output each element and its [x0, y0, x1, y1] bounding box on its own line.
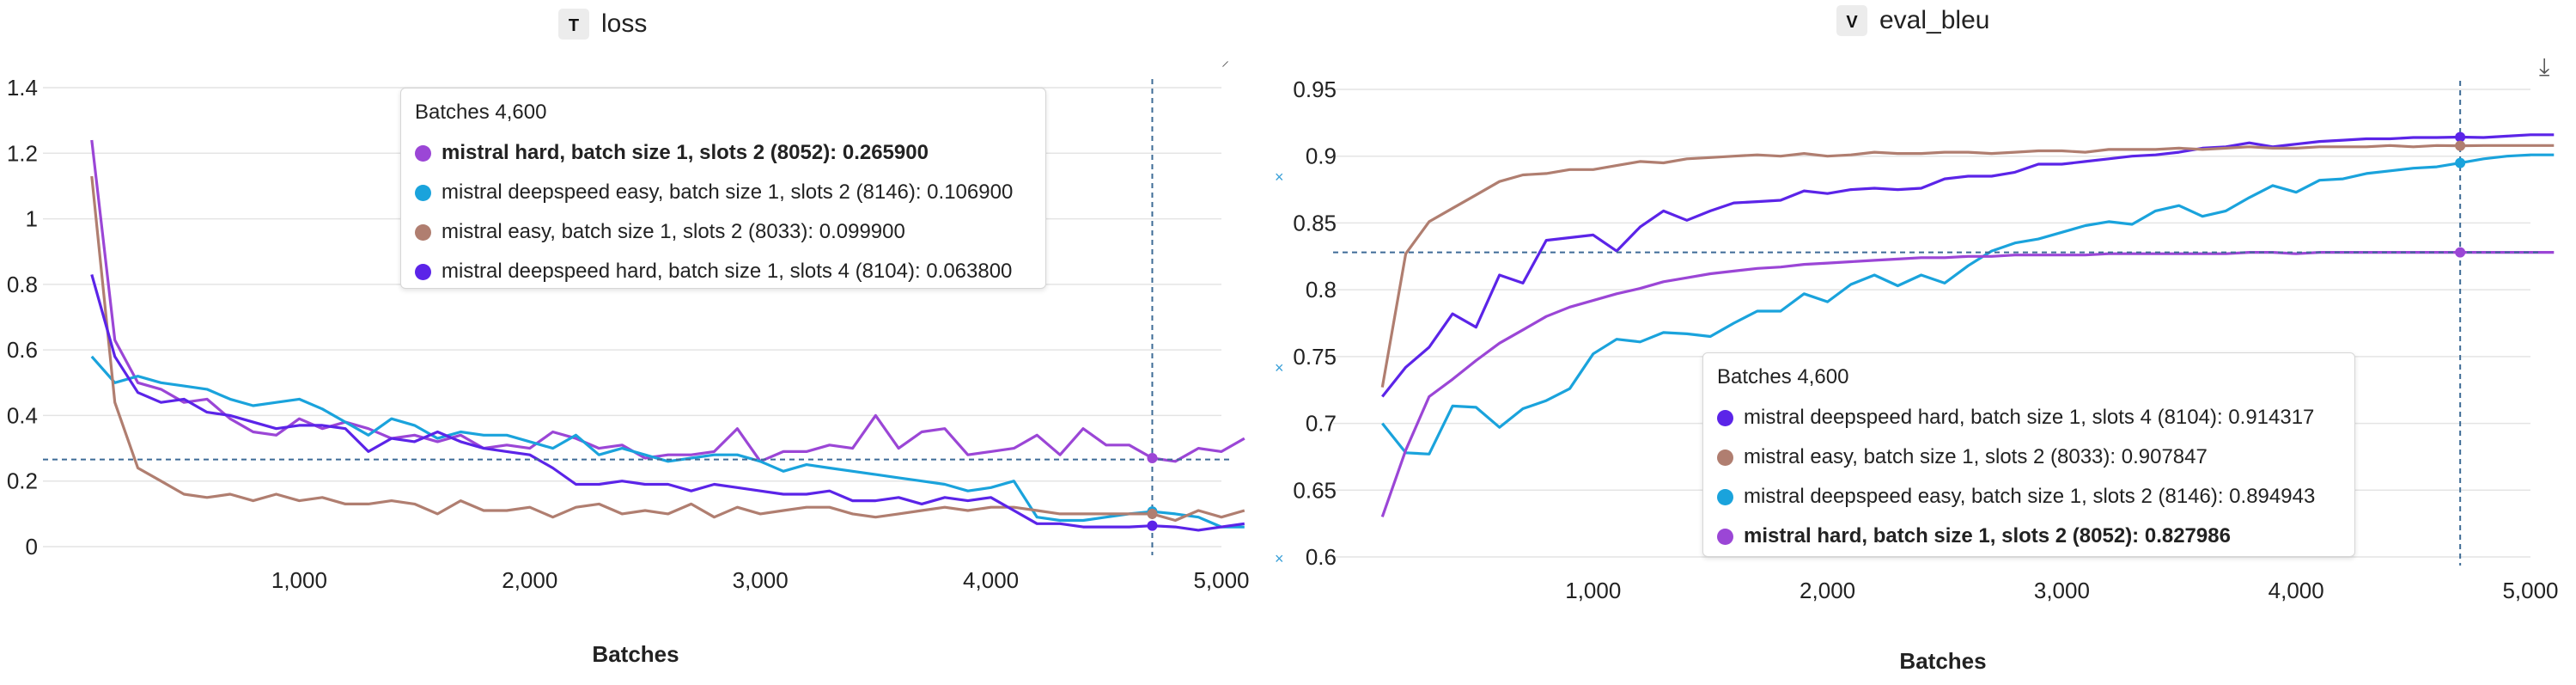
eval-bleu-hover-point	[2455, 140, 2466, 151]
loss-y-tick-label: 0.6	[7, 337, 38, 363]
eval-bleu-x-axis-label: Batches	[1899, 648, 1986, 674]
eval-bleu-y-tick-label: 0.95	[1293, 76, 1337, 102]
loss-hover-point	[1147, 520, 1158, 531]
download-icon[interactable]: ⤓	[2539, 53, 2550, 80]
loss-y-tick-label: 1.2	[7, 140, 38, 166]
eval-bleu-x-tick-label: 3,000	[2034, 578, 2090, 603]
eval-bleu-tooltip-row: mistral easy, batch size 1, slots 2 (803…	[1717, 437, 2341, 477]
eval-bleu-tooltip-row: mistral deepspeed easy, batch size 1, sl…	[1717, 477, 2341, 517]
loss-series-line	[90, 175, 1245, 523]
eval-bleu-tooltip-row: mistral deepspeed hard, batch size 1, sl…	[1717, 398, 2341, 437]
loss-tooltip: Batches 4,600 mistral hard, batch size 1…	[400, 88, 1046, 289]
eval-bleu-tooltip-row-text: mistral deepspeed hard, batch size 1, sl…	[1744, 406, 2315, 429]
eval-bleu-y-tick-label: 0.9	[1306, 144, 1337, 169]
loss-hover-point	[1147, 453, 1158, 464]
eval-bleu-x-tick-label: 2,000	[1800, 578, 1855, 603]
marker-x-icon: ×	[1275, 550, 1284, 567]
loss-y-tick-label: 0.2	[7, 468, 38, 494]
loss-y-tick-label: 1.4	[7, 75, 38, 101]
eval-bleu-y-tick-label: 0.65	[1293, 477, 1337, 503]
loss-tooltip-row-text: mistral easy, batch size 1, slots 2 (803…	[442, 220, 905, 243]
eval-bleu-hover-point	[2455, 131, 2466, 143]
loss-x-tick-label: 1,000	[271, 567, 327, 593]
loss-series-line	[90, 139, 1245, 463]
loss-title-badge-text: T	[569, 16, 579, 35]
eval-bleu-tooltip-row: mistral hard, batch size 1, slots 2 (805…	[1717, 517, 2341, 556]
eval-bleu-y-tick-label: 0.7	[1306, 411, 1337, 437]
series-color-dot	[1717, 449, 1733, 466]
eval-bleu-series-line	[1381, 133, 2555, 398]
loss-tooltip-row: mistral hard, batch size 1, slots 2 (805…	[415, 133, 1032, 173]
eval-bleu-y-tick-label: 0.6	[1306, 544, 1337, 570]
eval-bleu-x-tick-label: 4,000	[2268, 578, 2324, 603]
series-color-dot	[415, 184, 431, 201]
loss-tooltip-header: Batches 4,600	[415, 101, 547, 124]
eval-bleu-y-tick-label: 0.8	[1306, 277, 1337, 303]
loss-chart-title: loss	[601, 9, 647, 38]
loss-title-badge	[558, 9, 589, 40]
eval-bleu-chart-title: eval_bleu	[1879, 6, 1989, 34]
loss-tooltip-row: mistral deepspeed hard, batch size 1, sl…	[415, 252, 1032, 291]
series-color-dot	[1717, 488, 1733, 505]
loss-tooltip-row-text: mistral deepspeed hard, batch size 1, sl…	[442, 260, 1013, 283]
eval-bleu-tooltip-header: Batches 4,600	[1717, 365, 1849, 388]
eval-bleu-hover-point	[2455, 157, 2466, 168]
loss-tooltip-row: mistral easy, batch size 1, slots 2 (803…	[415, 212, 1032, 252]
loss-series-line	[90, 355, 1245, 529]
loss-y-tick-label: 0.8	[7, 272, 38, 297]
loss-tooltip-row-text: mistral deepspeed easy, batch size 1, sl…	[442, 180, 1014, 204]
eval-bleu-series-line	[1380, 144, 2555, 388]
series-color-dot	[1717, 528, 1733, 545]
eval-bleu-x-tick-label: 1,000	[1565, 578, 1621, 603]
eval-bleu-series-line	[1381, 153, 2555, 456]
loss-x-tick-label: 5,000	[1193, 567, 1249, 593]
eval-bleu-x-tick-label: 5,000	[2502, 578, 2558, 603]
loss-x-tick-label: 4,000	[963, 567, 1019, 593]
expand-icon[interactable]: ⸍	[1221, 58, 1229, 76]
loss-y-tick-label: 0	[26, 534, 38, 560]
loss-series-line	[90, 273, 1245, 532]
eval-bleu-chart: V eval_bleu Batches 0.6 0.65 0.7 0.75 0.8 0.8…	[1293, 5, 2559, 674]
eval-bleu-hover-point	[2455, 247, 2466, 258]
loss-tooltip-row: mistral deepspeed easy, batch size 1, sl…	[415, 173, 1032, 212]
loss-hover-point	[1147, 508, 1158, 519]
eval-bleu-y-tick-label: 0.75	[1293, 344, 1337, 370]
series-color-dot	[415, 144, 431, 162]
eval-bleu-title-badge-text: V	[1846, 13, 1858, 32]
series-color-dot	[415, 263, 431, 280]
eval-bleu-y-tick-label: 0.85	[1293, 210, 1337, 235]
series-color-dot	[1717, 409, 1733, 426]
marker-x-icon: ×	[1275, 359, 1284, 376]
loss-x-tick-label: 2,000	[502, 567, 557, 593]
eval-bleu-tooltip-row-text: mistral easy, batch size 1, slots 2 (803…	[1744, 445, 2208, 468]
loss-x-axis-label: Batches	[592, 641, 679, 667]
eval-bleu-tooltip-row-text: mistral deepspeed easy, batch size 1, sl…	[1744, 485, 2316, 508]
eval-bleu-tooltip: Batches 4,600 mistral deepspeed hard, ba…	[1702, 352, 2355, 557]
loss-y-tick-label: 0.4	[7, 402, 38, 428]
eval-bleu-title-badge	[1836, 5, 1867, 36]
loss-y-tick-label: 1	[26, 206, 38, 232]
eval-bleu-tooltip-row-text: mistral hard, batch size 1, slots 2 (805…	[1744, 524, 2231, 547]
loss-x-tick-label: 3,000	[733, 567, 789, 593]
marker-x-icon: ×	[1275, 168, 1284, 186]
series-color-dot	[415, 223, 431, 241]
loss-tooltip-row-text: mistral hard, batch size 1, slots 2 (805…	[442, 141, 929, 164]
